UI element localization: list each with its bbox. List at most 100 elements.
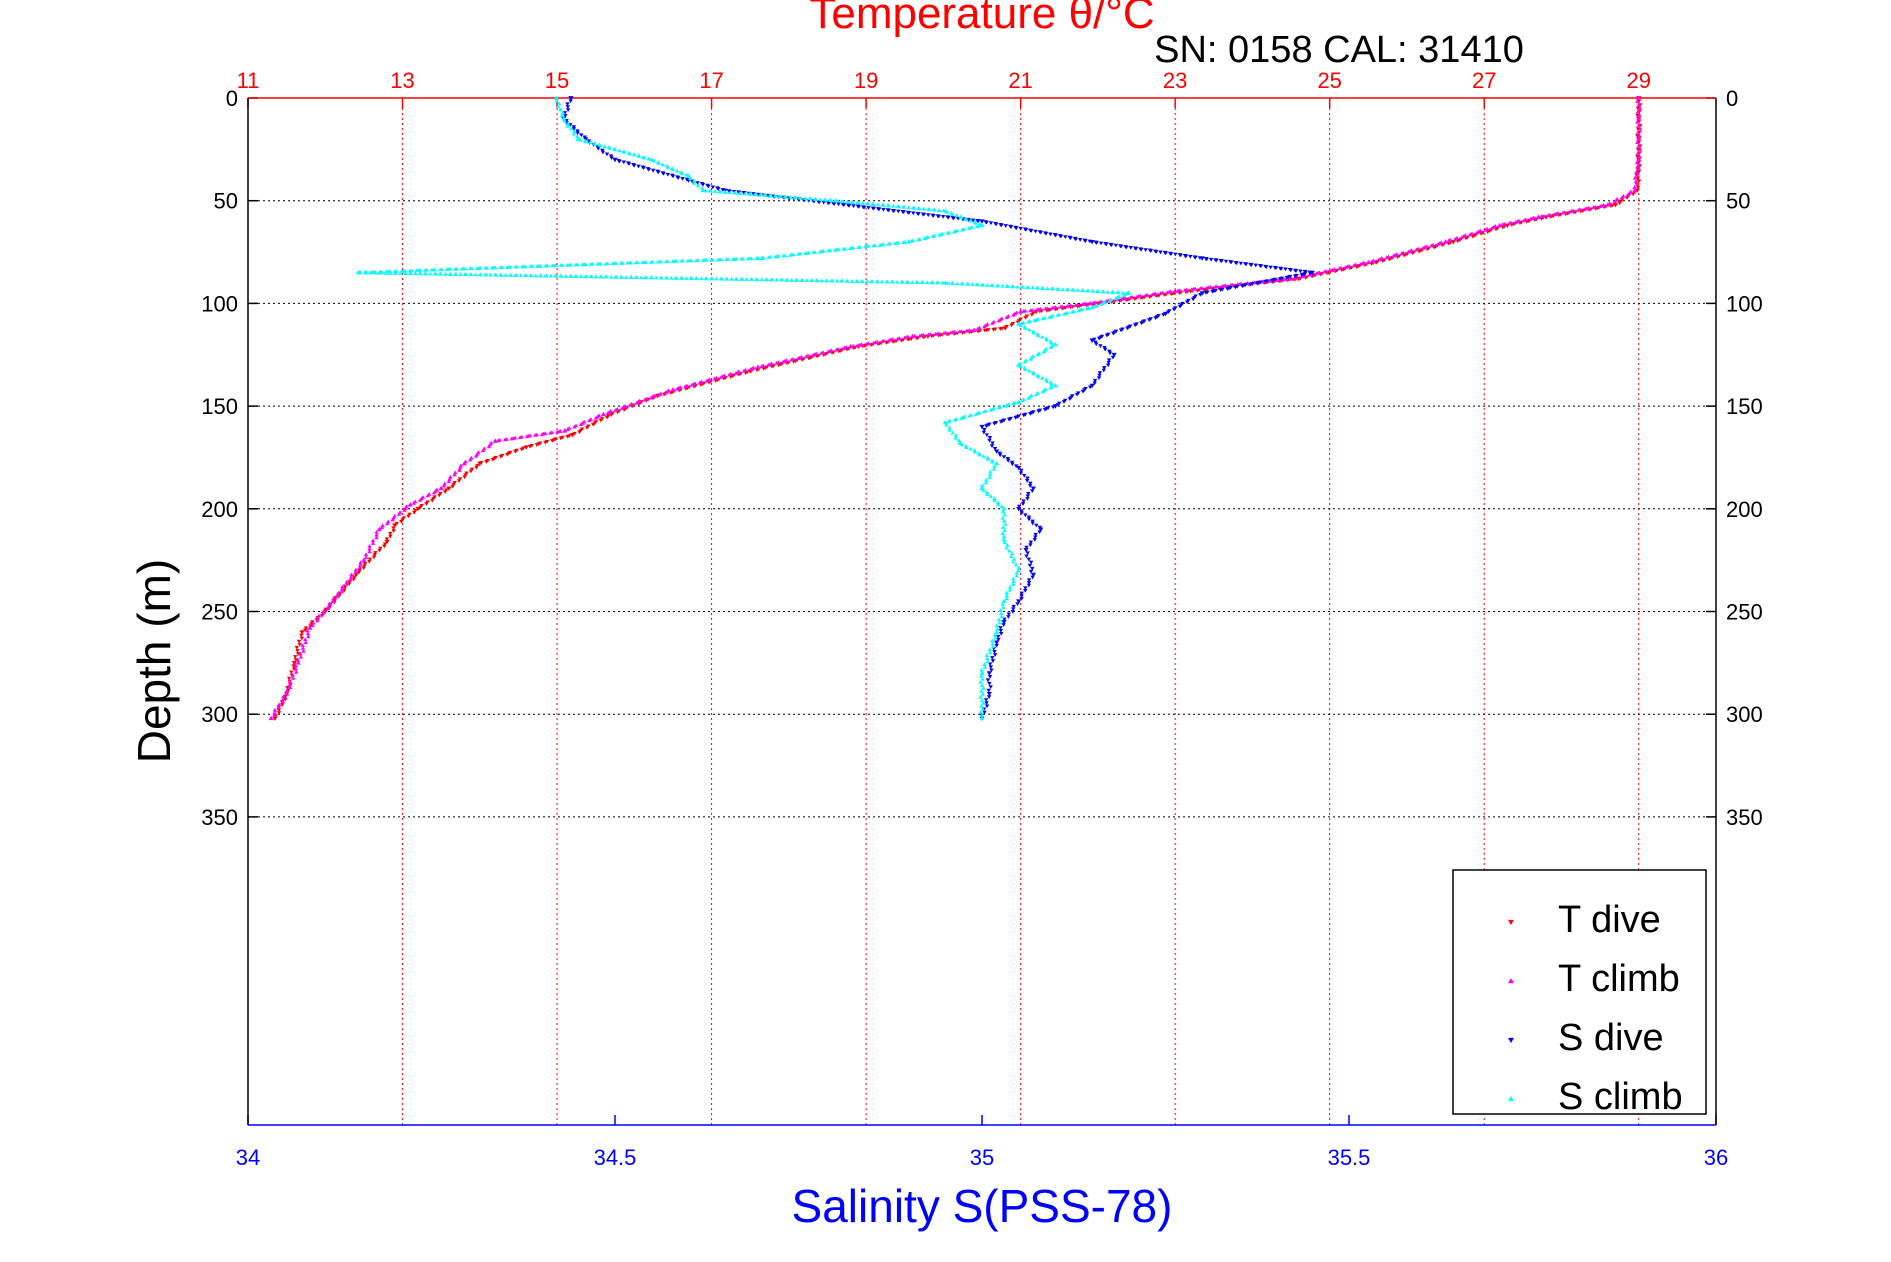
data-point <box>953 433 959 437</box>
data-point <box>1055 313 1060 317</box>
data-point <box>1000 531 1005 535</box>
data-point <box>941 330 947 335</box>
data-point <box>1591 205 1596 210</box>
legend: T dive T climb S dive S climb <box>1452 869 1707 1118</box>
data-point <box>1328 268 1334 273</box>
data-point <box>1033 229 1038 234</box>
data-point <box>348 574 354 579</box>
data-point <box>804 278 809 282</box>
data-point <box>437 493 442 498</box>
data-point <box>692 181 697 185</box>
data-point <box>565 262 570 267</box>
data-point <box>306 634 311 639</box>
data-point <box>729 276 734 281</box>
tick-label-temperature: 13 <box>390 68 414 93</box>
data-point <box>733 190 738 195</box>
data-point <box>810 352 816 357</box>
data-point <box>1173 252 1178 257</box>
data-point <box>1007 548 1012 553</box>
data-point <box>1034 392 1039 396</box>
data-point <box>689 276 694 280</box>
data-point <box>486 444 492 449</box>
data-point <box>1028 569 1034 574</box>
data-point <box>772 254 778 259</box>
data-point <box>1406 249 1411 254</box>
data-point <box>985 457 991 461</box>
data-point <box>1358 262 1364 266</box>
data-point <box>379 525 384 529</box>
data-point <box>1637 126 1643 131</box>
data-point <box>1104 242 1109 247</box>
data-point <box>759 255 765 261</box>
data-point <box>957 329 962 334</box>
data-point <box>1284 276 1290 280</box>
legend-marker <box>1508 1037 1514 1043</box>
data-point <box>646 156 651 161</box>
data-point <box>377 548 382 553</box>
data-point <box>1053 233 1058 238</box>
data-point <box>1636 102 1641 107</box>
data-point <box>1635 109 1641 114</box>
data-point <box>325 606 331 611</box>
data-point <box>358 562 363 567</box>
data-point <box>1026 517 1032 522</box>
data-point <box>1636 179 1642 184</box>
data-point <box>980 676 985 681</box>
data-point <box>514 273 519 277</box>
data-point <box>1507 221 1512 225</box>
data-point <box>577 430 582 435</box>
data-point <box>1004 315 1010 319</box>
data-point <box>1007 585 1013 589</box>
data-point <box>1031 330 1036 335</box>
data-point <box>871 202 876 206</box>
data-point <box>1074 392 1080 397</box>
data-point <box>568 96 574 101</box>
data-point <box>832 247 838 252</box>
data-point <box>968 218 973 223</box>
data-point <box>367 557 373 562</box>
data-point <box>1002 617 1007 622</box>
data-point <box>1636 157 1642 162</box>
data-point <box>986 691 992 697</box>
data-point <box>1143 293 1148 298</box>
data-point <box>828 198 833 203</box>
data-point <box>1042 407 1048 412</box>
tick-label-temperature: 27 <box>1472 68 1496 93</box>
data-point <box>634 400 639 405</box>
data-point <box>1006 458 1011 463</box>
data-point <box>845 199 850 204</box>
data-point <box>841 246 846 251</box>
data-point <box>988 685 993 690</box>
data-point <box>1026 396 1031 400</box>
data-point <box>712 376 717 381</box>
data-point <box>1446 238 1451 243</box>
data-point <box>719 276 724 281</box>
data-point <box>1080 389 1086 394</box>
data-point <box>423 271 429 276</box>
x-axis-label-salinity: Salinity S(PSS-78) <box>792 1180 1173 1232</box>
data-point <box>991 327 996 332</box>
data-point <box>477 461 483 467</box>
data-point <box>920 280 926 285</box>
data-point <box>983 477 989 482</box>
data-point <box>534 443 540 447</box>
data-point <box>1040 316 1046 321</box>
data-point <box>1041 349 1046 354</box>
data-point <box>1011 579 1016 584</box>
data-point <box>361 557 367 562</box>
data-point <box>710 185 716 190</box>
data-point <box>1636 123 1641 127</box>
data-point <box>768 193 773 198</box>
data-point <box>1225 287 1230 291</box>
data-point <box>1028 411 1033 416</box>
data-point <box>587 418 592 423</box>
data-point <box>1635 140 1640 145</box>
data-point <box>1083 239 1088 243</box>
data-point <box>1021 309 1026 313</box>
data-point <box>1263 279 1268 284</box>
data-point <box>1636 166 1642 171</box>
data-point <box>663 259 669 264</box>
data-point <box>1299 274 1304 279</box>
data-point <box>1026 583 1032 588</box>
data-point <box>1199 256 1205 261</box>
